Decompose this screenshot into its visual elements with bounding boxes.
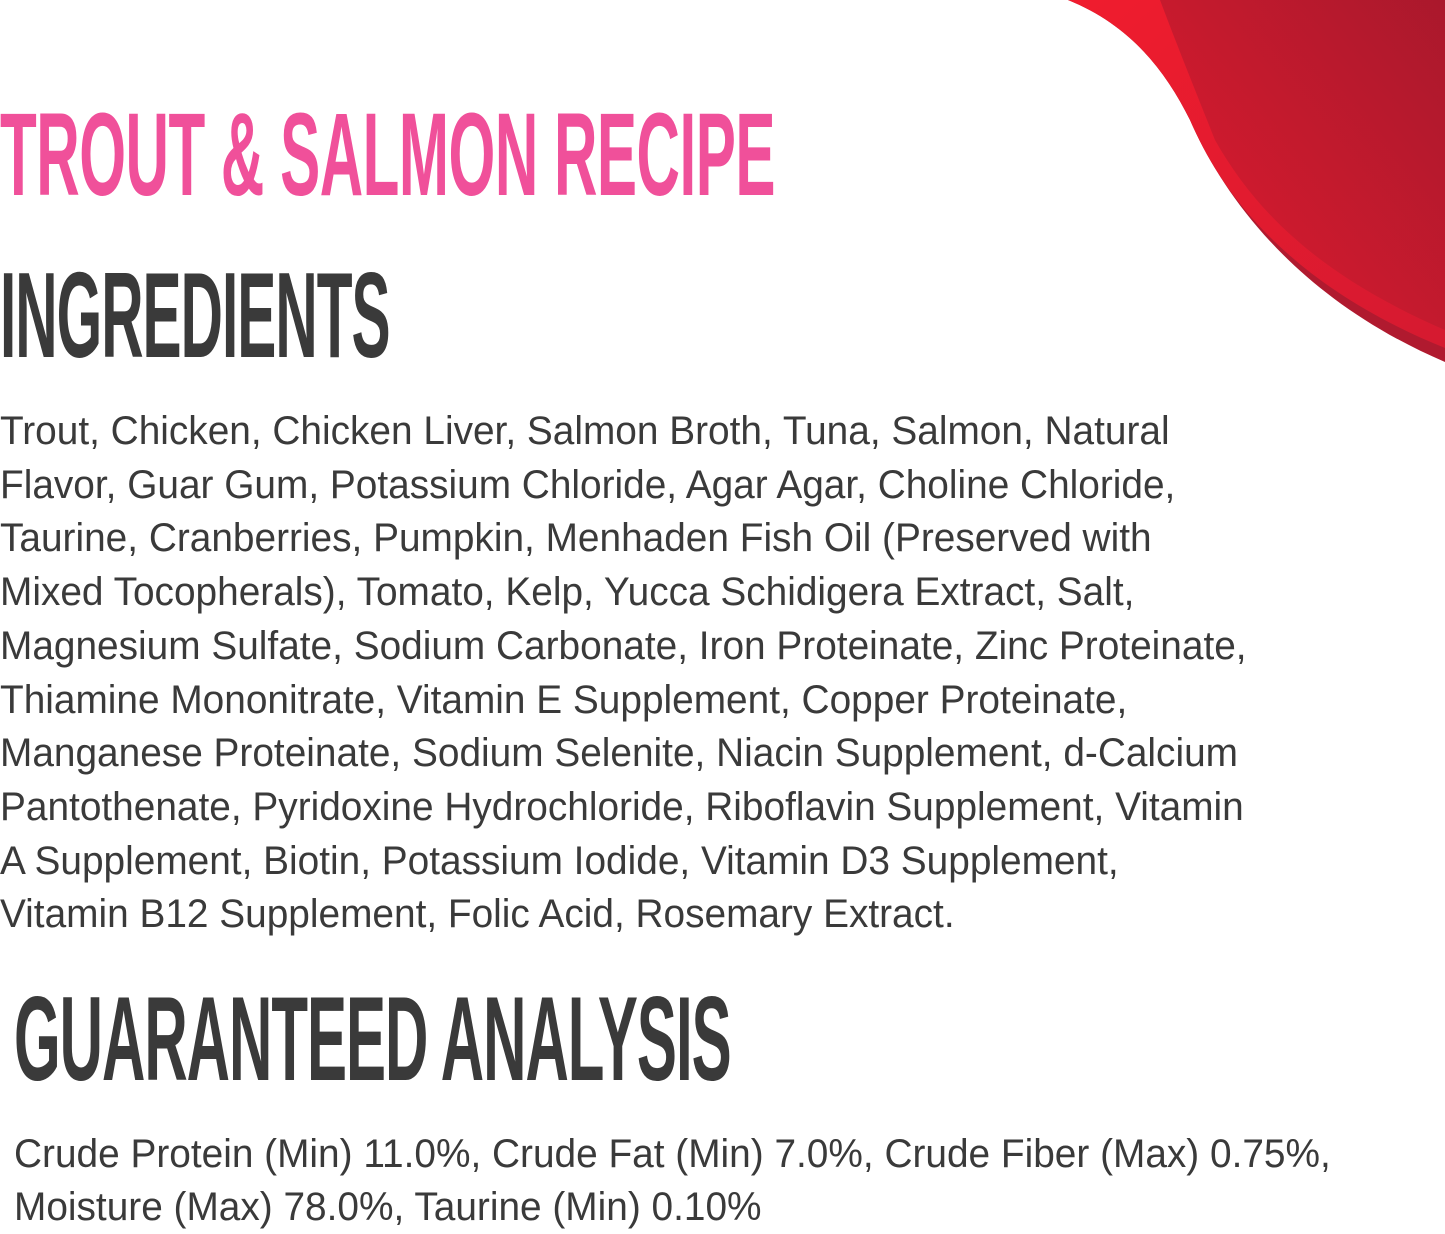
ingredients-line: Taurine, Cranberries, Pumpkin, Menhaden … <box>0 516 1152 561</box>
guaranteed-analysis-heading: GUARANTEED ANALYSIS <box>14 972 732 1106</box>
ingredients-line: Thiamine Mononitrate, Vitamin E Suppleme… <box>0 677 1128 722</box>
ingredients-line: Mixed Tocopherals), Tomato, Kelp, Yucca … <box>0 570 1135 615</box>
ingredients-line: A Supplement, Biotin, Potassium Iodide, … <box>0 838 1119 883</box>
guaranteed-analysis-text: Crude Protein (Min) 11.0%, Crude Fat (Mi… <box>14 1128 1372 1234</box>
recipe-title: TROUT & SALMON RECIPE <box>0 89 775 221</box>
ingredients-list: Trout, Chicken, Chicken Liver, Salmon Br… <box>0 405 1285 942</box>
ingredients-line: Vitamin B12 Supplement, Folic Acid, Rose… <box>0 892 955 937</box>
ingredients-heading: INGREDIENTS <box>0 247 391 383</box>
ingredients-line: Pantothenate, Pyridoxine Hydrochloride, … <box>0 784 1244 829</box>
red-swoosh-decoration <box>1068 0 1445 362</box>
analysis-line: Moisture (Max) 78.0%, Taurine (Min) 0.10… <box>14 1185 762 1229</box>
ingredients-line: Manganese Proteinate, Sodium Selenite, N… <box>0 731 1238 776</box>
ingredients-line: Trout, Chicken, Chicken Liver, Salmon Br… <box>0 409 1170 453</box>
ingredients-line: Flavor, Guar Gum, Potassium Chloride, Ag… <box>0 462 1176 507</box>
analysis-line: Crude Protein (Min) 11.0%, Crude Fat (Mi… <box>14 1132 1331 1176</box>
ingredients-line: Magnesium Sulfate, Sodium Carbonate, Iro… <box>0 623 1247 668</box>
